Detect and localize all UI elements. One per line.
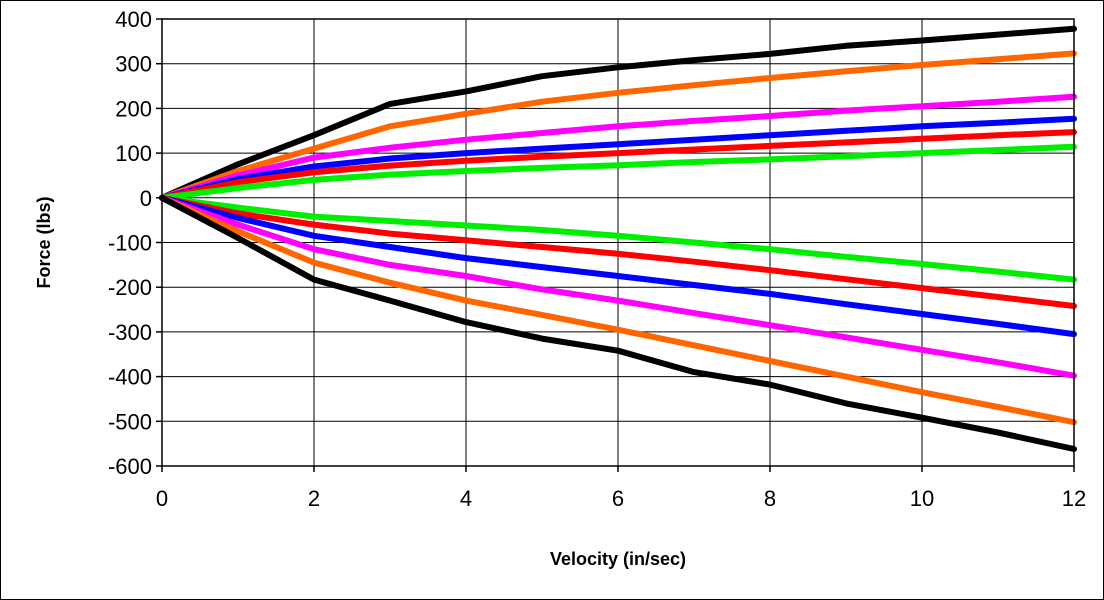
- series-line-10: [159, 194, 1077, 379]
- y-tick-label: 200: [115, 96, 152, 121]
- y-tick-label: 0: [140, 186, 152, 211]
- series-line-8: [159, 194, 1077, 309]
- y-axis-title: Force (lbs): [34, 196, 54, 288]
- x-tick-label: 8: [764, 486, 776, 511]
- y-tick-label: -500: [108, 409, 152, 434]
- series-line-12: [159, 194, 1077, 452]
- x-tick-label: 12: [1062, 486, 1086, 511]
- series-line-6: [159, 143, 1077, 201]
- series-line-11: [159, 194, 1077, 426]
- x-tick-label: 6: [612, 486, 624, 511]
- x-tick-label: 10: [910, 486, 934, 511]
- x-tick-label: 4: [460, 486, 472, 511]
- x-tick-label: 0: [156, 486, 168, 511]
- series-line-4: [159, 115, 1077, 201]
- y-tick-label: -200: [108, 275, 152, 300]
- series-line-9: [159, 194, 1077, 338]
- y-tick-label: -300: [108, 320, 152, 345]
- y-tick-label: -600: [108, 454, 152, 479]
- y-axis-ticks: 400 300 200 100 0 -100 -200 -300 -400 -500 -600: [108, 7, 162, 479]
- series-line-7: [159, 194, 1077, 283]
- x-tick-label: 2: [308, 486, 320, 511]
- y-tick-label: 400: [115, 7, 152, 32]
- y-tick-label: -100: [108, 231, 152, 256]
- series-line-2: [159, 50, 1077, 201]
- y-tick-label: -400: [108, 365, 152, 390]
- y-tick-label: 300: [115, 52, 152, 77]
- y-tick-label: 100: [115, 141, 152, 166]
- x-axis-title: Velocity (in/sec): [550, 549, 686, 569]
- series-line-5: [159, 129, 1077, 201]
- series-line-3: [159, 93, 1077, 201]
- series-lines: [159, 25, 1077, 452]
- series-line-1: [159, 25, 1077, 201]
- x-axis-ticks: 0 2 4 6 8 10 12: [156, 466, 1086, 511]
